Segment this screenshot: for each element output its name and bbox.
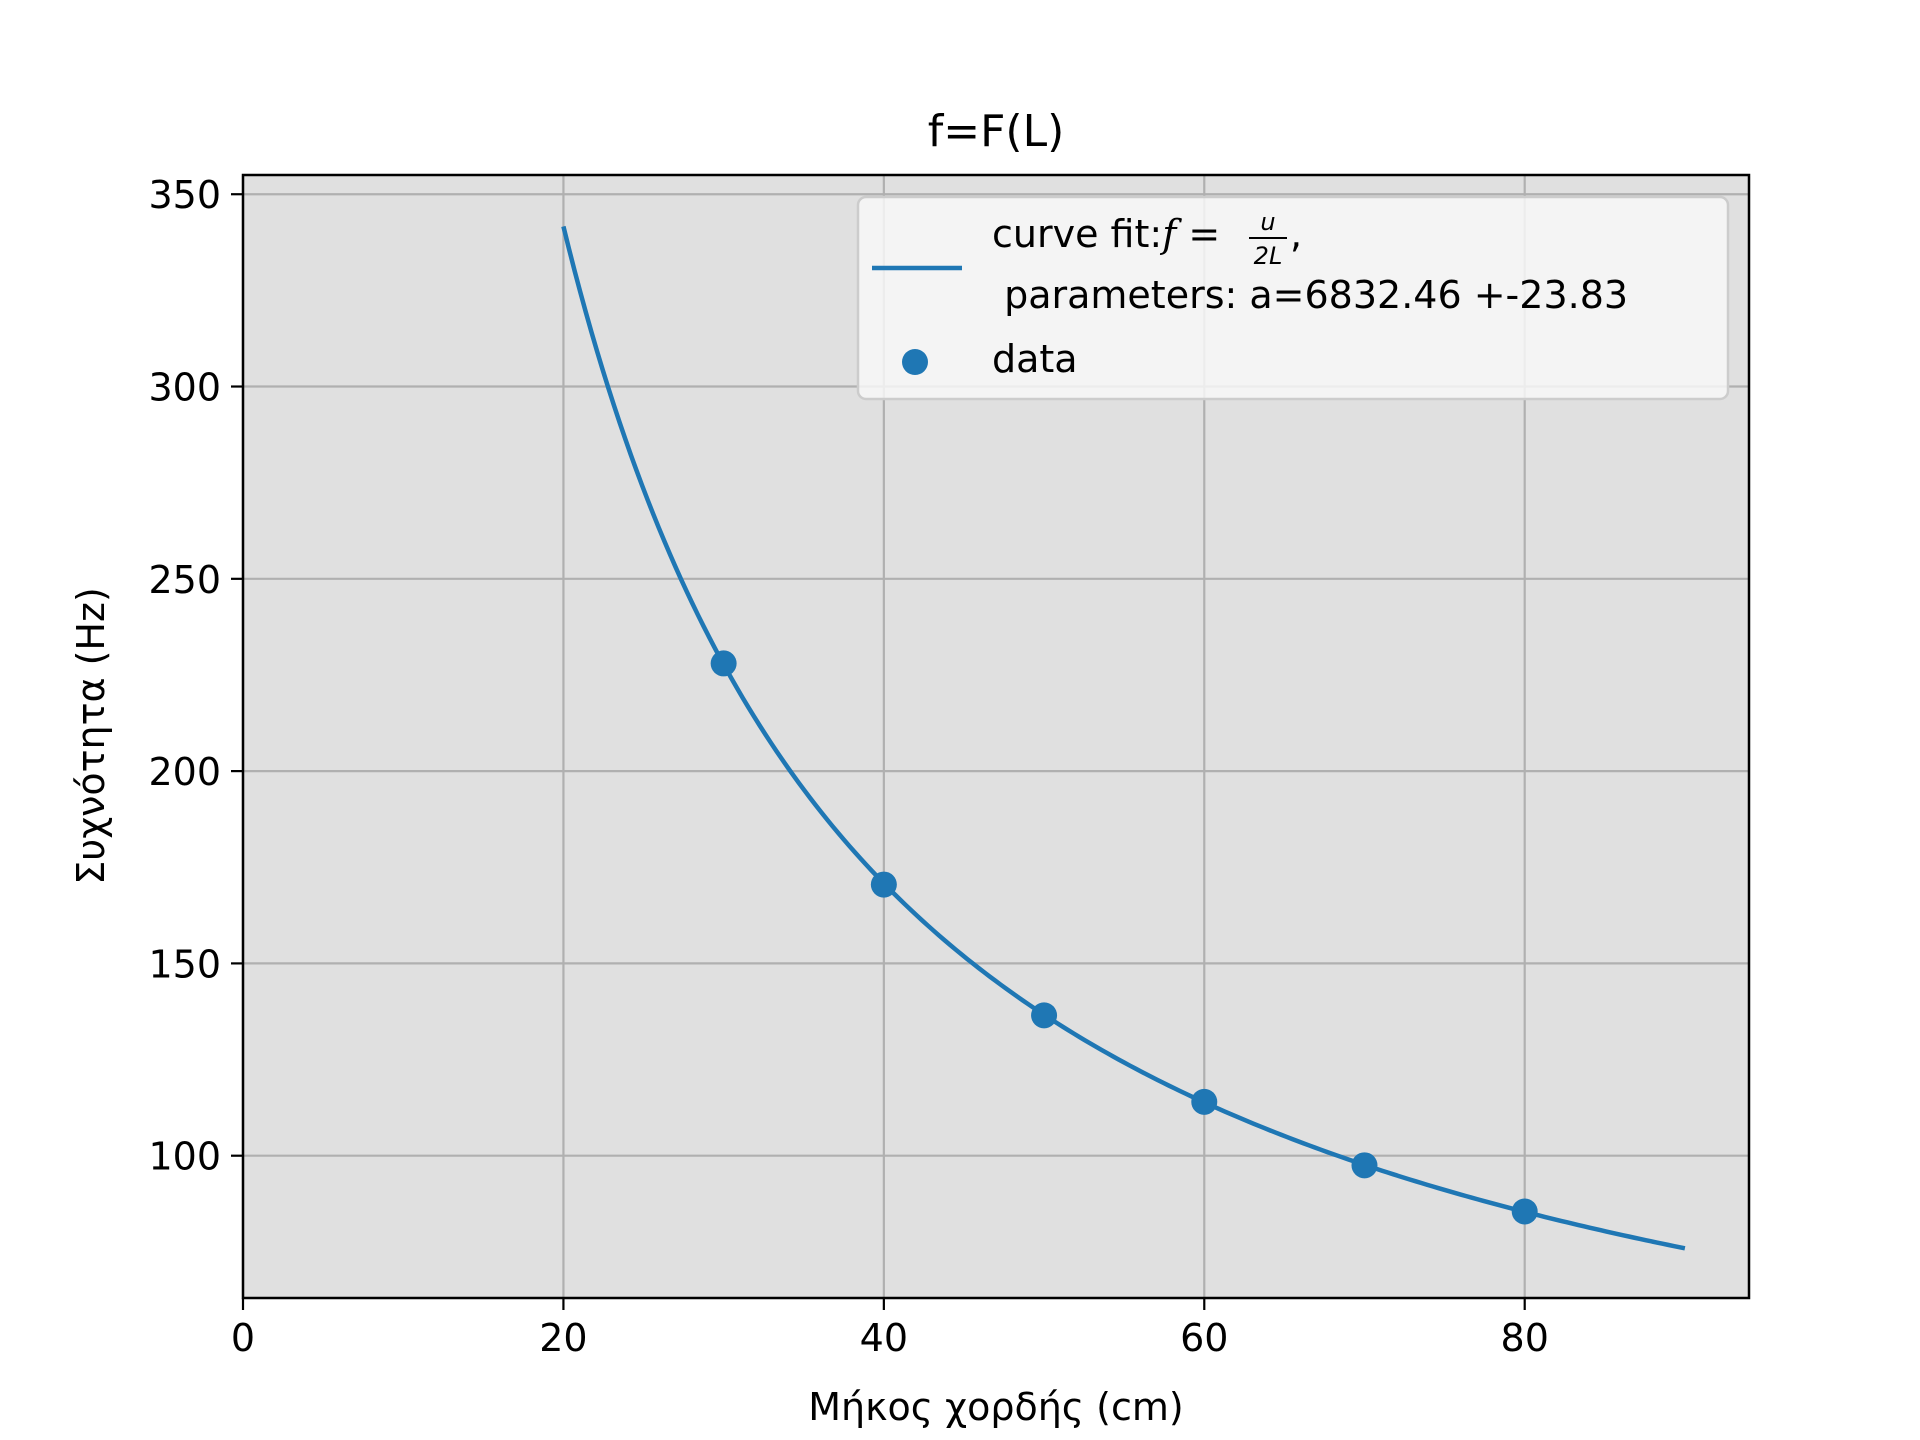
y-tick-label: 300 [148, 366, 221, 410]
data-point [1351, 1152, 1378, 1179]
fit-curve-line [561, 225, 1686, 1251]
legend-data-marker [902, 349, 928, 375]
legend-fit-eq: = [1176, 212, 1220, 256]
y-tick-label: 350 [148, 173, 221, 217]
data-point [1031, 1002, 1058, 1029]
x-axis-ticks: 0 20 40 60 80 [231, 1298, 1549, 1360]
y-tick-label: 100 [148, 1135, 221, 1179]
legend-box [856, 195, 1730, 401]
data-point [1191, 1088, 1218, 1115]
x-tick-label: 80 [1501, 1316, 1549, 1360]
data-point [870, 871, 897, 898]
legend-fit-suffix: , [1290, 212, 1302, 256]
legend-fit-label: curve fit:f = [992, 212, 1220, 256]
legend-data-label: data [992, 337, 1078, 381]
x-tick-label: 60 [1180, 1316, 1228, 1360]
x-tick-label: 20 [539, 1316, 587, 1360]
x-tick-label: 40 [860, 1316, 908, 1360]
y-axis-label: Συχνότητα (Hz) [69, 587, 113, 885]
data-point [1511, 1198, 1538, 1225]
data-point [710, 650, 737, 677]
legend-fit-numerator: u [1260, 208, 1275, 236]
chart-title: f=F(L) [928, 106, 1065, 157]
y-axis-ticks: 100 150 200 250 300 350 [148, 173, 243, 1179]
plot-frame [241, 173, 1751, 1300]
legend: curve fit:f = u 2L , parameters: a=6832.… [856, 195, 1730, 401]
legend-fit-parameters: parameters: a=6832.46 +-23.83 [992, 273, 1628, 317]
legend-fit-prefix: curve fit: [992, 212, 1162, 256]
y-tick-label: 250 [148, 558, 221, 602]
x-tick-label: 0 [231, 1316, 255, 1360]
data-points [710, 650, 1538, 1225]
plot-content [561, 225, 1686, 1251]
y-tick-label: 150 [148, 942, 221, 986]
y-tick-label: 200 [148, 750, 221, 794]
legend-fit-denominator: 2L [1254, 242, 1283, 270]
x-axis-label: Μήκος χορδής (cm) [808, 1385, 1184, 1429]
